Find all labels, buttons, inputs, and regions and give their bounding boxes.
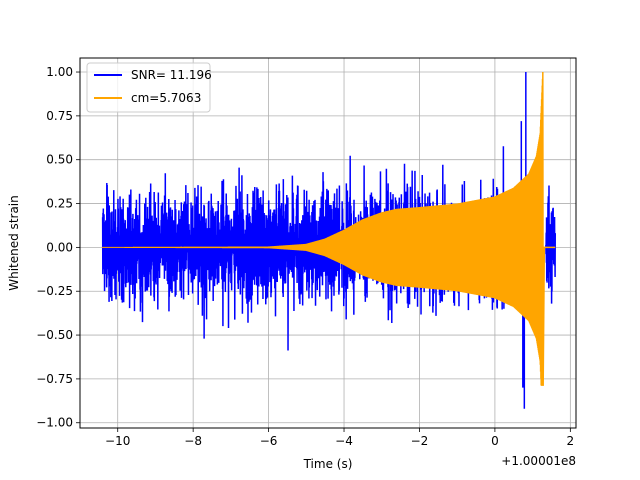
series-line-cm [101, 72, 556, 386]
y-axis-label: Whitened strain [7, 195, 21, 291]
y-tick-label: −0.75 [36, 372, 73, 386]
legend: SNR= 11.196 cm=5.7063 [86, 62, 212, 113]
x-axis-label: Time (s) [303, 457, 353, 471]
x-tick-label: −4 [335, 434, 353, 448]
x-tick-label: 0 [491, 434, 499, 448]
y-tick-label: 0.25 [46, 197, 73, 211]
y-tick-label: 0.50 [46, 153, 73, 167]
y-tick-label: −0.25 [36, 284, 73, 298]
x-tick-label: −10 [105, 434, 130, 448]
legend-label-cm: cm=5.7063 [131, 91, 201, 105]
legend-label-snr: SNR= 11.196 [131, 68, 212, 82]
y-tick-label: −0.50 [36, 328, 73, 342]
axis-ticks: −10 −8 −6 −4 −2 0 2 1.00 0.75 0.50 0.25 0.00 −0.25 −0… [36, 65, 574, 448]
x-offset-label: +1.00001e8 [501, 454, 576, 468]
series-layer [101, 72, 556, 409]
x-tick-label: −6 [260, 434, 278, 448]
y-tick-label: 1.00 [46, 65, 73, 79]
plot-frame [79, 57, 577, 429]
y-tick-label: 0.75 [46, 109, 73, 123]
x-tick-label: −8 [184, 434, 202, 448]
x-tick-label: 2 [567, 434, 575, 448]
y-tick-label: 0.00 [46, 240, 73, 254]
x-tick-label: −2 [411, 434, 429, 448]
y-tick-label: −1.00 [36, 416, 73, 430]
